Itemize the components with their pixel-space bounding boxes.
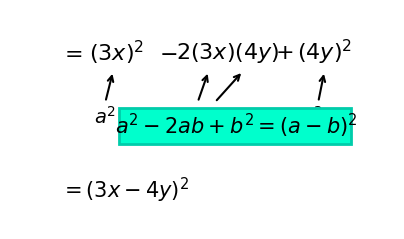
Text: $(4y)^2$: $(4y)^2$: [297, 38, 352, 67]
Text: $-$: $-$: [159, 43, 177, 63]
Text: $(3x)^2$: $(3x)^2$: [89, 38, 144, 67]
Text: $= (3x - 4y)^2$: $= (3x - 4y)^2$: [60, 176, 189, 205]
Text: $2ab$: $2ab$: [182, 108, 220, 126]
Text: $a^2 - 2ab + b^2 = (a - b)^2$: $a^2 - 2ab + b^2 = (a - b)^2$: [116, 112, 358, 140]
Text: $b^2$: $b^2$: [301, 106, 324, 128]
Text: $=$: $=$: [60, 43, 82, 63]
Text: $a^2$: $a^2$: [94, 106, 116, 128]
FancyBboxPatch shape: [120, 108, 351, 144]
Text: $2(3x)(4y)$: $2(3x)(4y)$: [176, 41, 279, 65]
Text: $+$: $+$: [275, 43, 293, 63]
